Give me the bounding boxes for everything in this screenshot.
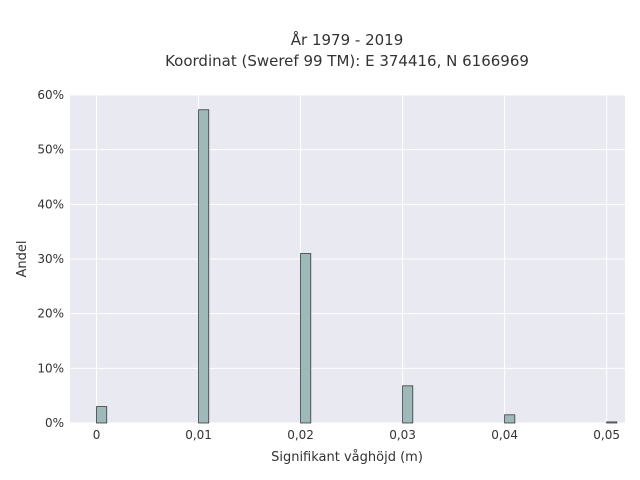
y-axis-label: Andel (15, 241, 30, 278)
y-tick-label: 0% (45, 416, 64, 430)
bar (198, 109, 210, 424)
x-tick-label: 0,01 (185, 428, 212, 442)
bar (300, 253, 312, 424)
x-tick-label: 0,02 (287, 428, 314, 442)
y-tick-label: 30% (37, 252, 64, 266)
y-axis-ticks: 0% 10% 20% 30% 40% 50% 60% (37, 88, 64, 430)
x-tick-label: 0 (93, 428, 101, 442)
x-axis-label: Signifikant våghöjd (m) (271, 450, 423, 465)
x-axis-ticks: 0 0,01 0,02 0,03 0,04 0,05 (93, 428, 620, 442)
x-tick-label: 0,04 (491, 428, 518, 442)
bar (606, 421, 618, 424)
x-tick-label: 0,03 (389, 428, 416, 442)
bar (504, 414, 516, 424)
chart-title: År 1979 - 2019 (291, 30, 404, 49)
chart-subtitle: Koordinat (Sweref 99 TM): E 374416, N 61… (165, 52, 529, 70)
bar (96, 406, 108, 424)
y-tick-label: 50% (37, 143, 64, 157)
x-tick-label: 0,05 (593, 428, 620, 442)
bars (96, 109, 618, 424)
y-tick-label: 10% (37, 361, 64, 375)
y-tick-label: 40% (37, 197, 64, 211)
y-tick-label: 60% (37, 88, 64, 102)
y-tick-label: 20% (37, 307, 64, 321)
bar (402, 385, 414, 424)
